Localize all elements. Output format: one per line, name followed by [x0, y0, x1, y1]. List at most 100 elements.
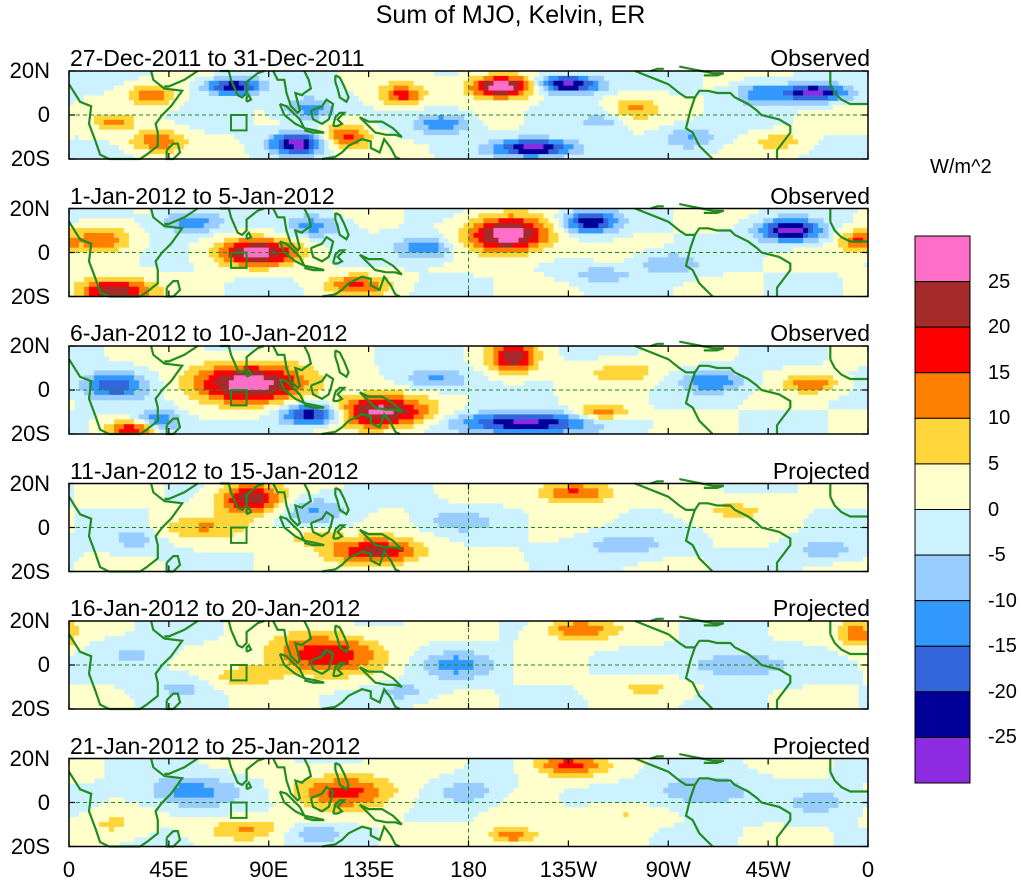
field-cell	[178, 394, 185, 401]
field-cell	[443, 232, 450, 239]
field-cell	[308, 380, 315, 386]
field-cell	[303, 252, 310, 258]
field-cell	[393, 80, 400, 87]
field-cell	[773, 124, 779, 131]
field-cell	[613, 276, 619, 283]
field-cell	[723, 80, 729, 87]
field-cell	[328, 394, 335, 401]
field-cell	[273, 272, 280, 278]
field-cell	[468, 262, 474, 268]
field-cell	[348, 267, 355, 273]
field-cell	[438, 380, 445, 386]
field-cell	[838, 257, 844, 263]
field-cell	[563, 218, 569, 224]
field-cell	[818, 247, 824, 253]
field-cell	[668, 134, 674, 140]
field-cell	[308, 375, 315, 381]
field-cell	[523, 272, 529, 278]
field-cell	[333, 404, 340, 411]
field-cell	[528, 346, 534, 352]
field-cell	[69, 134, 75, 140]
field-cell	[168, 390, 175, 396]
field-cell	[343, 208, 350, 214]
field-cell	[808, 394, 814, 401]
field-cell	[598, 365, 604, 371]
field-cell	[793, 252, 799, 258]
field-cell	[558, 90, 564, 96]
field-cell	[843, 276, 849, 283]
field-cell	[543, 281, 549, 288]
field-cell	[688, 144, 694, 150]
field-cell	[773, 90, 779, 96]
field-cell	[738, 149, 744, 155]
field-cell	[423, 370, 430, 376]
field-cell	[133, 346, 140, 352]
field-cell	[343, 119, 350, 126]
field-cell	[323, 262, 330, 268]
field-cell	[393, 390, 400, 396]
field-cell	[858, 208, 864, 214]
field-cell	[88, 110, 95, 116]
field-cell	[748, 276, 754, 283]
field-cell	[403, 281, 410, 288]
field-cell	[673, 360, 679, 367]
field-cell	[233, 262, 240, 268]
field-cell	[308, 242, 315, 249]
field-cell	[393, 247, 400, 253]
field-cell	[858, 267, 864, 273]
field-cell	[488, 71, 494, 77]
field-cell	[338, 208, 345, 214]
field-cell	[518, 80, 524, 87]
field-cell	[838, 262, 844, 268]
field-cell	[843, 390, 849, 396]
field-cell	[398, 394, 405, 401]
field-cell	[398, 252, 405, 258]
field-cell	[688, 100, 694, 106]
field-cell	[253, 365, 260, 371]
field-cell	[273, 144, 280, 150]
field-cell	[88, 232, 95, 239]
field-cell	[528, 95, 534, 101]
field-cell	[813, 394, 819, 401]
field-cell	[623, 237, 629, 244]
field-cell	[553, 144, 559, 150]
field-cell	[438, 75, 445, 82]
field-cell	[363, 208, 370, 214]
field-cell	[298, 252, 305, 258]
field-cell	[518, 252, 524, 258]
field-cell	[613, 385, 619, 391]
coastline	[272, 70, 313, 115]
field-cell	[413, 90, 420, 96]
field-cell	[223, 232, 230, 239]
field-cell	[128, 346, 135, 352]
field-cell	[498, 257, 504, 263]
field-cell	[843, 360, 849, 367]
field-cell	[753, 90, 759, 96]
field-cell	[208, 242, 215, 249]
field-cell	[678, 129, 684, 136]
coastline	[829, 83, 868, 106]
field-cell	[423, 124, 430, 131]
field-cell	[768, 232, 774, 239]
field-cell	[478, 365, 484, 371]
field-cell	[668, 105, 674, 111]
field-cell	[773, 223, 779, 229]
field-cell	[593, 252, 599, 258]
field-cell	[718, 370, 724, 376]
field-cell	[148, 350, 155, 357]
field-cell	[583, 252, 589, 258]
field-cell	[783, 139, 789, 145]
field-cell	[348, 404, 355, 411]
field-cell	[823, 360, 829, 367]
field-cell	[538, 252, 544, 258]
field-cell	[368, 390, 375, 396]
field-cell	[283, 232, 290, 239]
field-cell	[113, 385, 120, 391]
field-cell	[633, 242, 639, 249]
field-cell	[403, 272, 410, 278]
field-cell	[728, 149, 734, 155]
field-cell	[823, 228, 829, 234]
field-cell	[828, 257, 834, 263]
field-cell	[773, 144, 779, 150]
field-cell	[788, 144, 794, 150]
